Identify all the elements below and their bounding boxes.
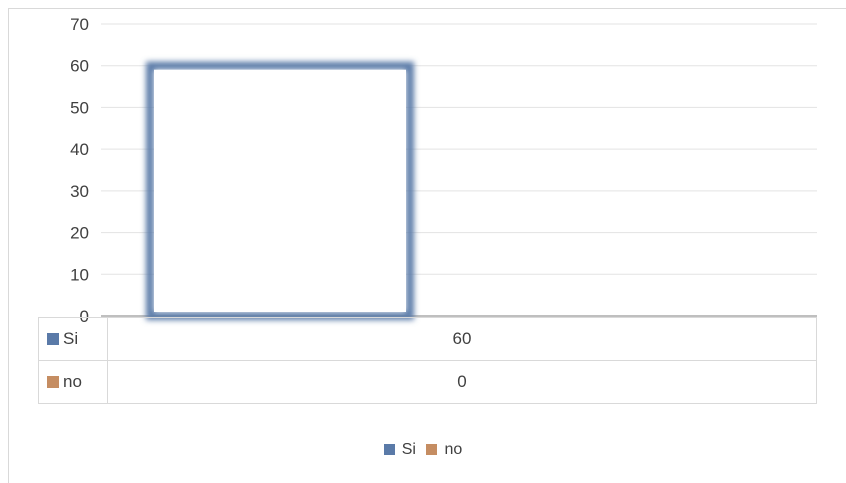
legend-label: Si [401,441,416,458]
chart-area [8,8,846,483]
legend-item-si: Si [383,441,416,459]
series-label-cell: no [38,360,108,404]
bar-glow [146,61,414,321]
bar-fill [154,69,406,312]
y-tick-label: 70 [70,15,89,34]
legend: Si no [0,441,846,459]
y-tick-label: 20 [70,224,89,243]
legend-swatch-si [383,444,395,455]
y-tick-label: 0 [80,307,89,326]
data-value-cell: 0 [107,360,817,404]
data-value-cell: 60 [107,317,817,361]
y-tick-label: 40 [70,140,89,159]
legend-label: no [444,441,463,458]
series-name: no [63,372,82,391]
legend-item-no: no [426,441,462,459]
series-label-cell: Si [38,317,108,361]
table-row: no 0 [38,360,817,404]
y-tick-label: 30 [70,182,89,201]
series-name: Si [63,329,79,348]
data-table: Si 60 no 0 [38,317,817,404]
legend-swatch-no [426,444,438,455]
y-tick-label: 60 [70,57,89,76]
table-row: Si 60 [38,317,817,361]
no-swatch [47,376,59,388]
bar-si [146,61,414,321]
y-tick-label: 50 [70,98,89,117]
si-swatch [47,333,59,345]
y-tick-label: 10 [70,265,89,284]
